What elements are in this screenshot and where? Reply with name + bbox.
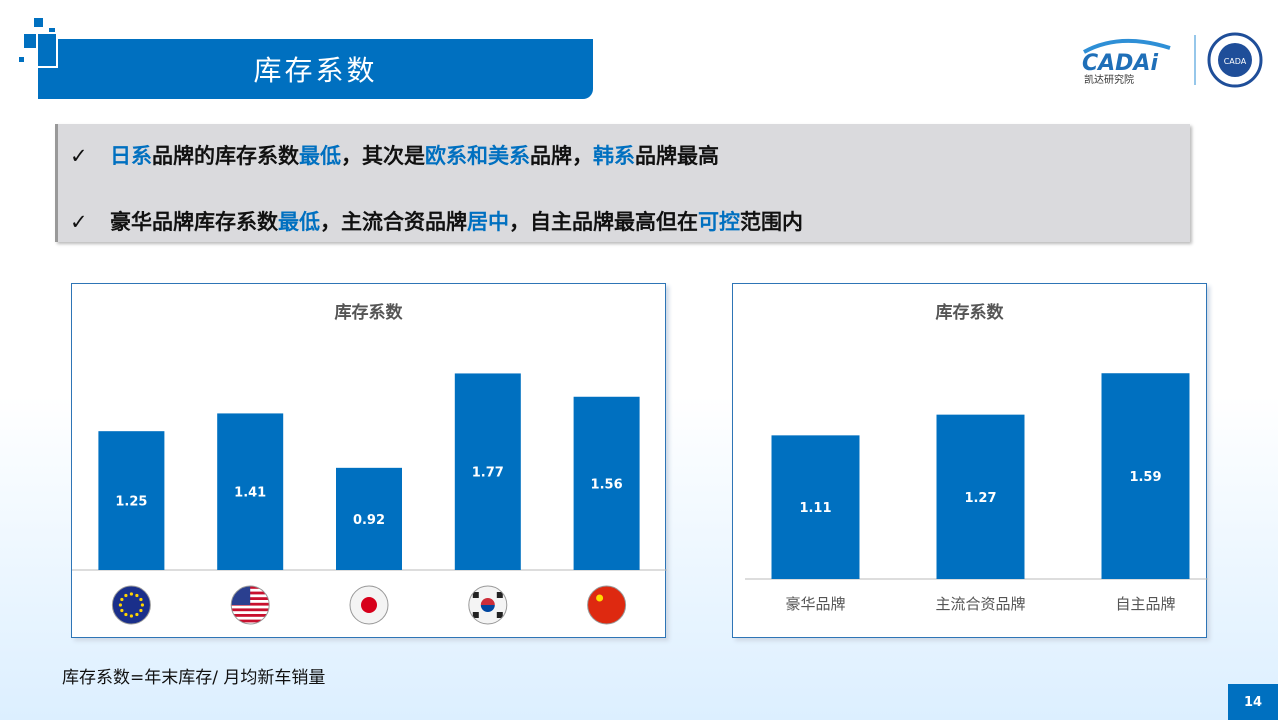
page-number: 14 bbox=[1228, 684, 1278, 720]
bar bbox=[336, 467, 402, 570]
data-label: 1.59 bbox=[1129, 470, 1161, 485]
note-text: 品牌的库存系数 bbox=[152, 144, 299, 168]
note-text: ，主流合资品牌 bbox=[320, 210, 467, 234]
check-icon: ✓ bbox=[70, 210, 88, 234]
chart-title: 库存系数 bbox=[935, 303, 1004, 323]
note-text: ，其次是 bbox=[341, 144, 425, 168]
data-label: 1.41 bbox=[234, 486, 266, 501]
highlight-text: 最低 bbox=[278, 210, 320, 234]
note-text: 豪华品牌库存系数 bbox=[110, 210, 278, 234]
china-flag-icon bbox=[587, 585, 627, 625]
note-text: 品牌， bbox=[530, 144, 593, 168]
bar bbox=[217, 413, 284, 570]
bar bbox=[573, 396, 640, 570]
svg-text:CADA: CADA bbox=[1224, 57, 1247, 66]
svg-text:凯达研究院: 凯达研究院 bbox=[1084, 73, 1134, 86]
bar bbox=[936, 414, 1025, 579]
decor-square bbox=[24, 34, 38, 48]
summary-box: ✓ 日系品牌的库存系数最低，其次是欧系和美系品牌，韩系品牌最高 ✓ 豪华品牌库存系数… bbox=[55, 124, 1190, 242]
bar bbox=[1101, 373, 1190, 579]
bar bbox=[454, 373, 521, 570]
chart-title: 库存系数 bbox=[334, 303, 403, 323]
highlight-text: 日系 bbox=[110, 144, 152, 168]
data-label: 1.25 bbox=[115, 495, 147, 510]
bar bbox=[771, 435, 860, 579]
data-label: 1.77 bbox=[472, 466, 504, 481]
highlight-text: 居中 bbox=[467, 210, 509, 234]
chart-panel-origin: 库存系数 1.25 1.41 0.92 1.77 1.56 bbox=[71, 283, 667, 638]
chart-panel-segment: 库存系数 1.11 豪华品牌 1.27 主流合资品牌 1.59 自主品牌 bbox=[732, 283, 1208, 638]
decor-square bbox=[34, 18, 43, 27]
decor-square bbox=[36, 32, 58, 68]
note-text: ，自主品牌最高但在 bbox=[509, 210, 698, 234]
japan-flag-icon bbox=[349, 585, 389, 625]
data-label: 0.92 bbox=[353, 513, 385, 528]
note-text: 范围内 bbox=[740, 210, 803, 234]
category-label: 豪华品牌 bbox=[785, 595, 845, 613]
data-label: 1.56 bbox=[591, 477, 623, 492]
note-2: ✓ 豪华品牌库存系数最低，主流合资品牌居中，自主品牌最高但在可控范围内 bbox=[70, 206, 803, 236]
korea-flag-icon bbox=[468, 585, 508, 625]
cadai-logo: CADAi 凯达研究院 CADA bbox=[1082, 32, 1263, 88]
footnote: 库存系数=年末库存/ 月均新车销量 bbox=[62, 668, 326, 688]
svg-text:CADAi: CADAi bbox=[1082, 51, 1158, 76]
highlight-text: 可控 bbox=[698, 210, 740, 234]
note-text: 品牌最高 bbox=[635, 144, 719, 168]
page-title: 库存系数 bbox=[38, 39, 593, 99]
highlight-text: 最低 bbox=[299, 144, 341, 168]
highlight-text: 韩系 bbox=[593, 144, 635, 168]
check-icon: ✓ bbox=[70, 144, 88, 168]
bar bbox=[98, 431, 165, 570]
data-label: 1.27 bbox=[964, 491, 996, 506]
eu-flag-icon bbox=[111, 585, 151, 625]
us-flag-icon bbox=[230, 585, 270, 625]
note-1: ✓ 日系品牌的库存系数最低，其次是欧系和美系品牌，韩系品牌最高 bbox=[70, 140, 719, 170]
category-label: 主流合资品牌 bbox=[935, 595, 1025, 613]
decor-square bbox=[19, 57, 24, 62]
category-label: 自主品牌 bbox=[1115, 595, 1175, 613]
data-label: 1.11 bbox=[799, 501, 831, 516]
highlight-text: 欧系和美系 bbox=[425, 144, 530, 168]
